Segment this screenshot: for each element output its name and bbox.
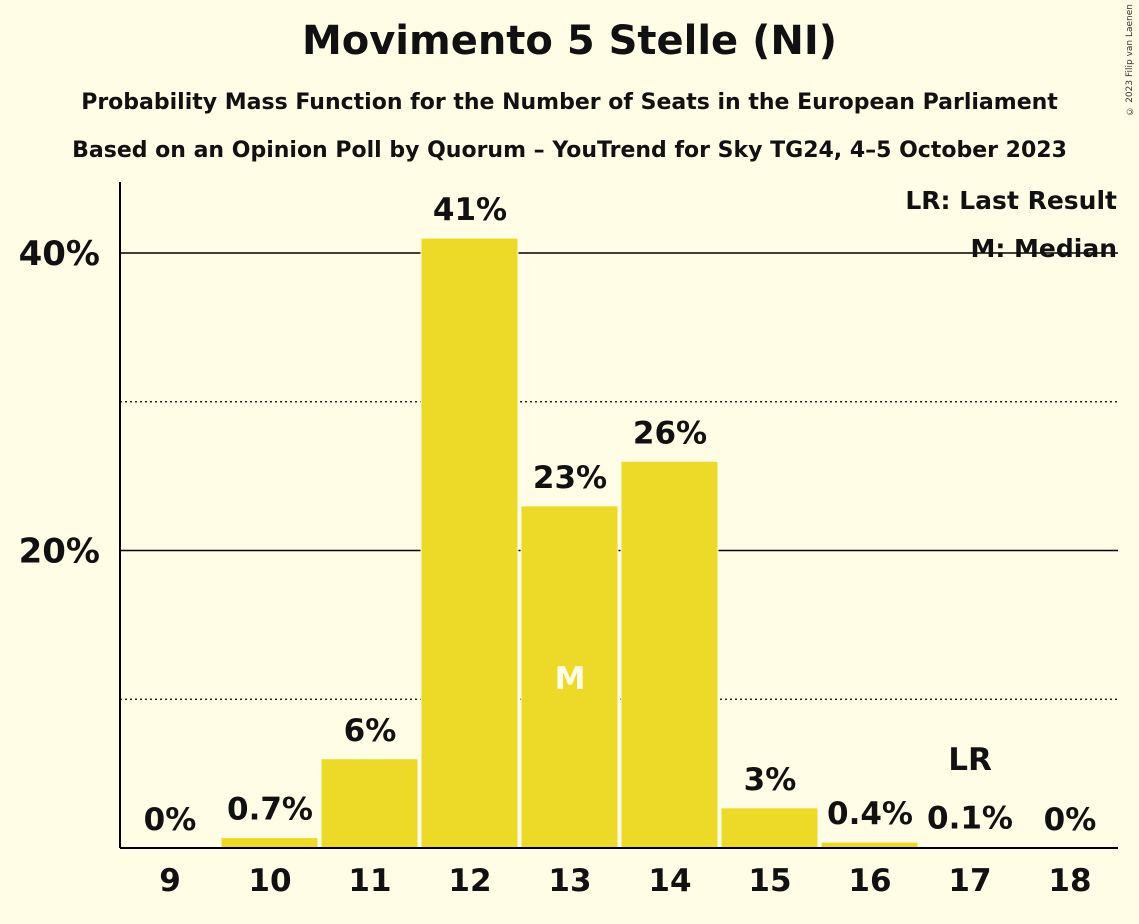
chart-subtitle-source: Based on an Opinion Poll by Quorum – You… bbox=[72, 138, 1067, 163]
x-tick-label: 16 bbox=[848, 863, 891, 899]
data-label: 0.4% bbox=[827, 796, 913, 832]
x-tick-label: 17 bbox=[948, 863, 991, 899]
bar bbox=[420, 237, 519, 849]
y-tick-label: 20% bbox=[19, 532, 100, 572]
data-label: 41% bbox=[433, 192, 507, 228]
bar bbox=[620, 460, 719, 849]
bar bbox=[720, 807, 819, 849]
chart-subtitle: Probability Mass Function for the Number… bbox=[81, 90, 1058, 115]
x-tick-label: 11 bbox=[348, 863, 391, 899]
chart-title: Movimento 5 Stelle (NI) bbox=[301, 18, 838, 64]
data-label: 6% bbox=[344, 713, 397, 749]
bar bbox=[220, 837, 319, 849]
x-tick-label: 12 bbox=[448, 863, 491, 899]
data-label: 0% bbox=[1044, 802, 1097, 838]
data-label: 0% bbox=[144, 802, 197, 838]
bar bbox=[520, 505, 619, 849]
bar bbox=[320, 758, 419, 849]
x-tick-label: 14 bbox=[648, 863, 691, 899]
x-tick-label: 13 bbox=[548, 863, 591, 899]
legend-entry: LR: Last Result bbox=[905, 186, 1117, 215]
data-label: 23% bbox=[533, 460, 607, 496]
x-tick-label: 15 bbox=[748, 863, 791, 899]
x-tick-label: 10 bbox=[248, 863, 291, 899]
legend-entry: M: Median bbox=[970, 234, 1117, 263]
data-label: 3% bbox=[744, 762, 797, 798]
data-label: 0.1% bbox=[927, 801, 1013, 837]
x-tick-label: 9 bbox=[159, 863, 181, 899]
y-tick-label: 40% bbox=[19, 234, 100, 274]
x-tick-label: 18 bbox=[1048, 863, 1091, 899]
median-marker: M bbox=[555, 661, 586, 697]
last-result-marker: LR bbox=[948, 742, 992, 778]
data-label: 26% bbox=[633, 415, 707, 451]
data-label: 0.7% bbox=[227, 792, 313, 828]
